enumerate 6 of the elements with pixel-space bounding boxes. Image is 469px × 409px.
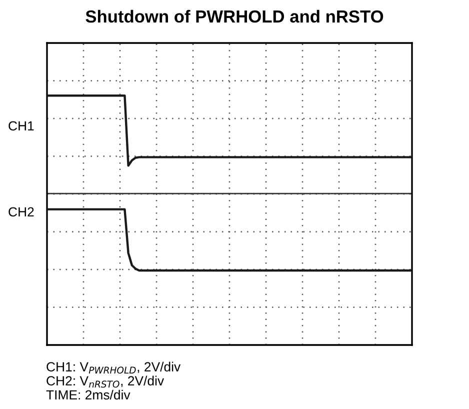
chart-title: Shutdown of PWRHOLD and nRSTO bbox=[86, 10, 384, 23]
text: CH2: V$_{nRSTO}$, 2V/div bbox=[46, 376, 164, 388]
text: CH2 bbox=[8, 207, 34, 217]
text: CH1 bbox=[8, 121, 34, 131]
text: TIME: 2ms/div bbox=[46, 390, 130, 400]
text: CH1: V$_{PWRHOLD}$, 2V/div bbox=[46, 362, 181, 374]
